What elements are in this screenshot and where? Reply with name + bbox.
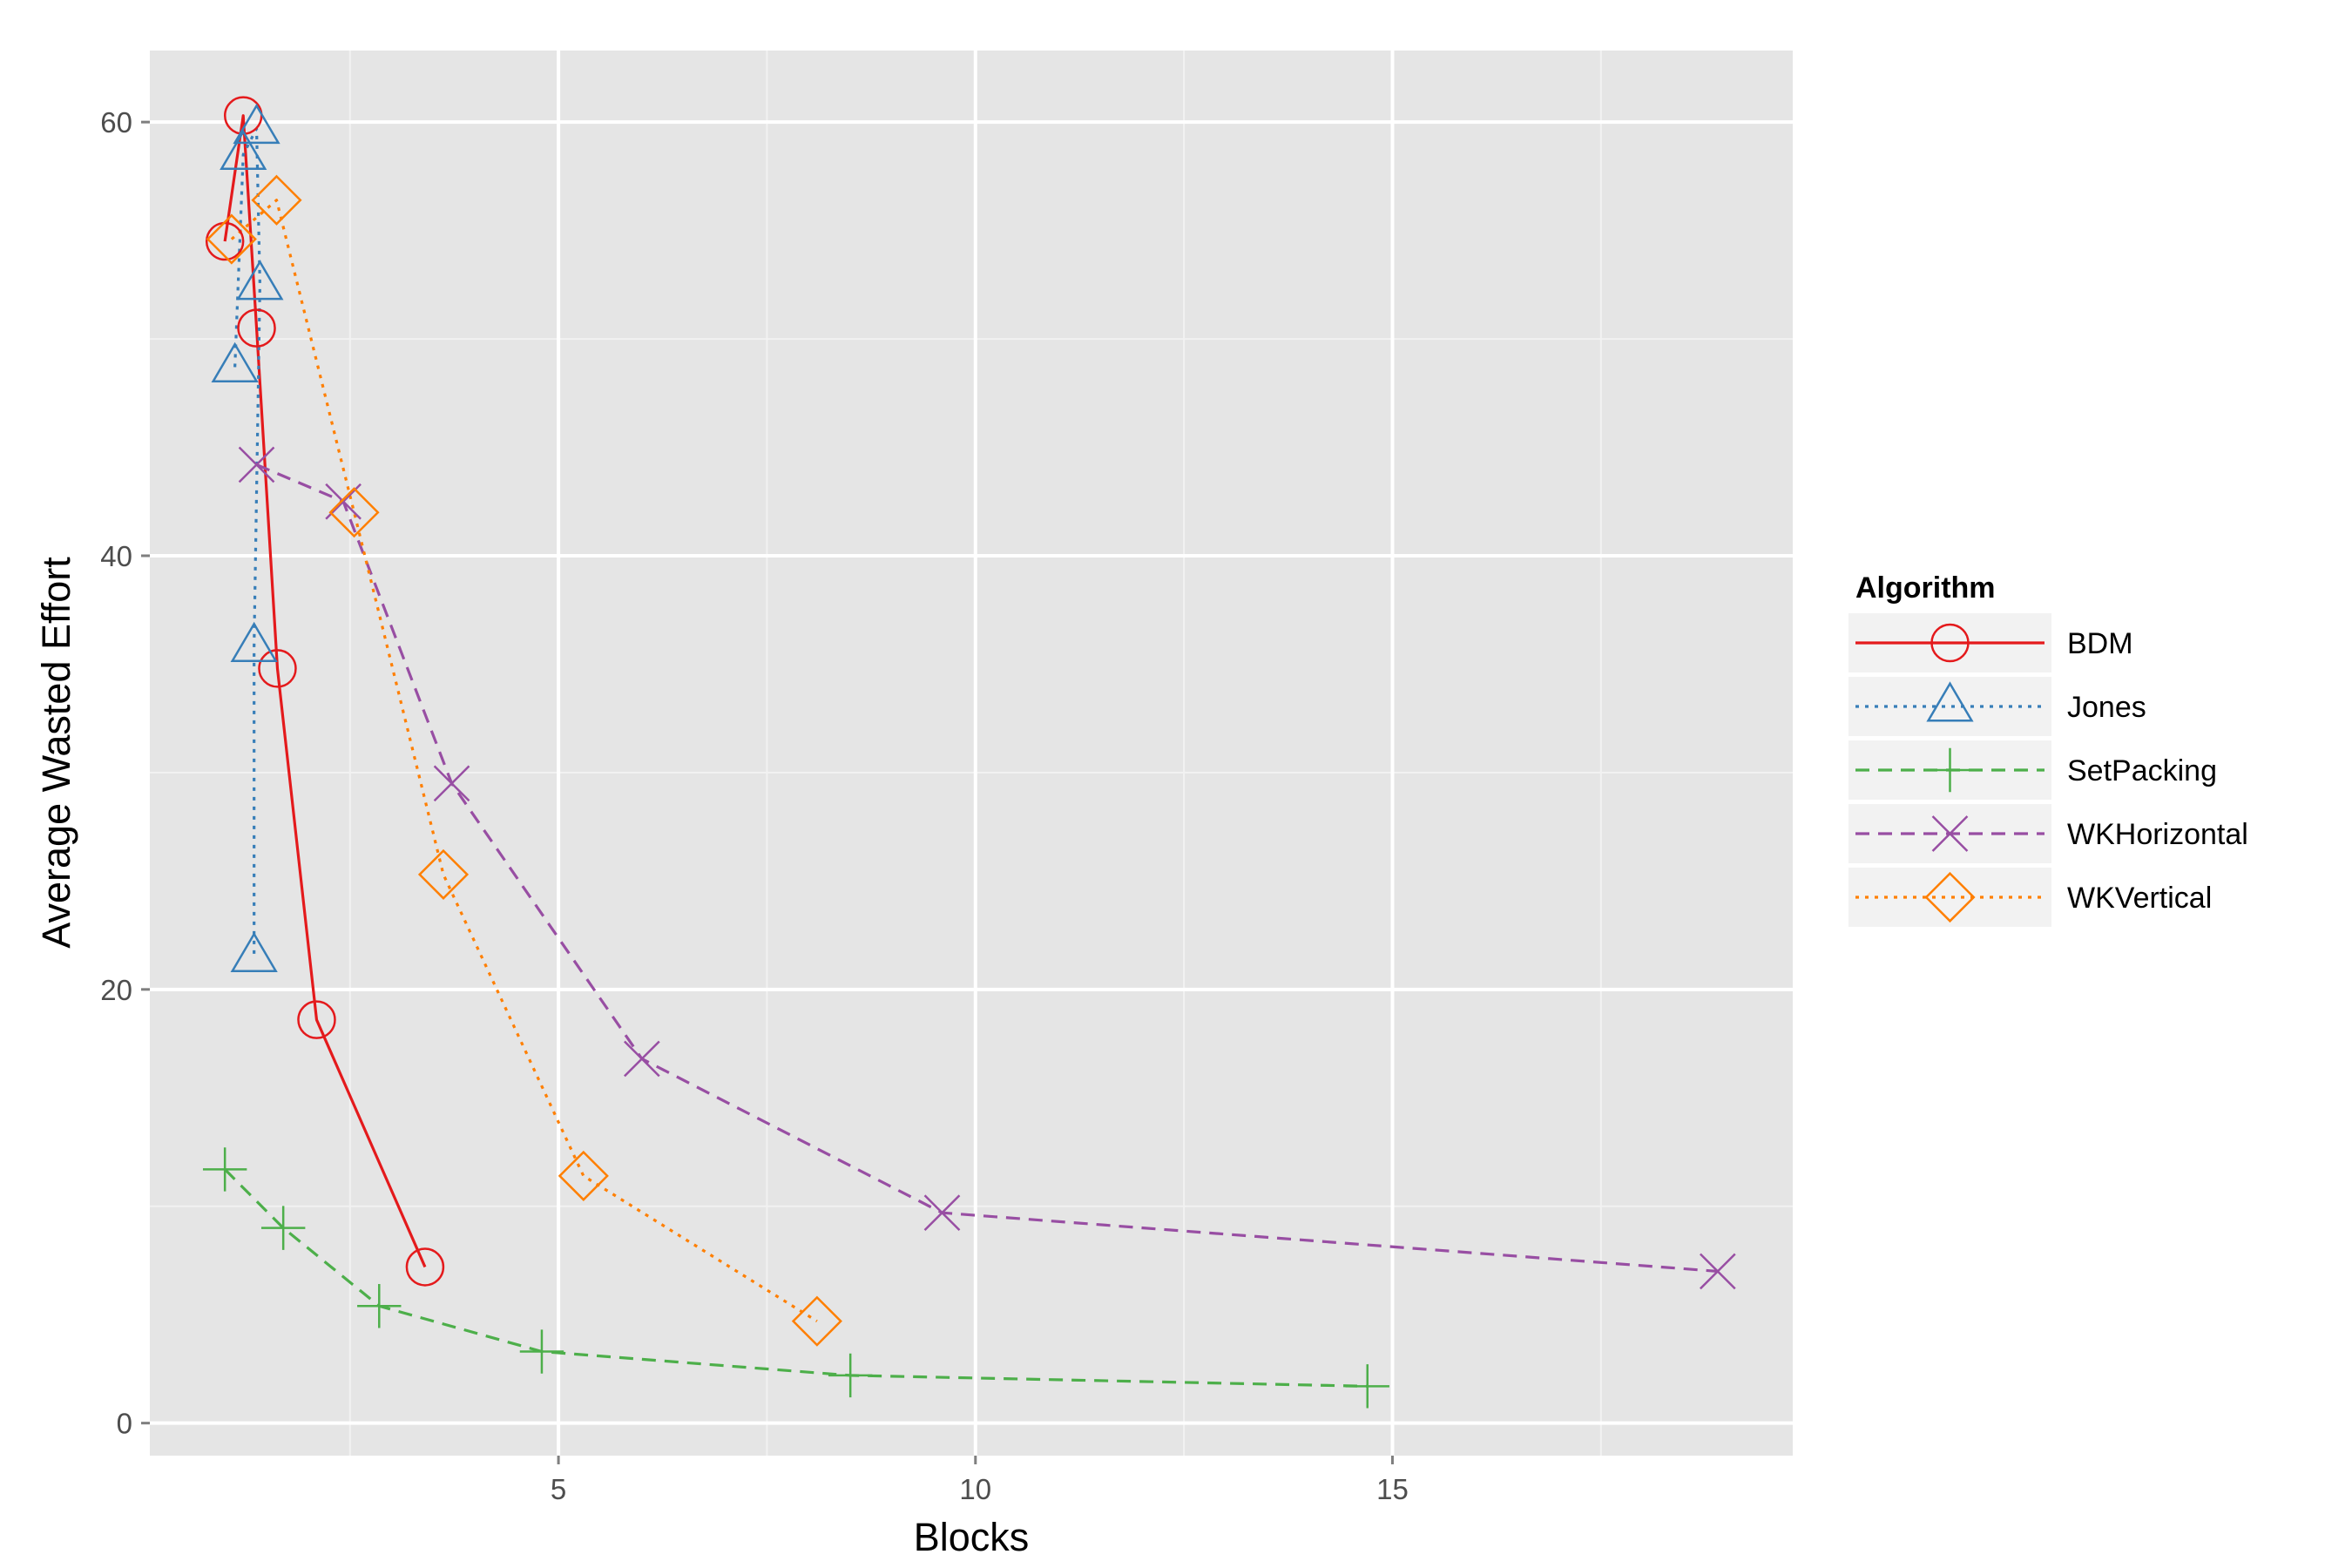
data-point-jones <box>230 931 278 973</box>
y-axis: 0 20 40 60 <box>100 106 150 1440</box>
x-axis: 5 10 15 <box>551 1456 1409 1505</box>
data-point-wkhorizontal <box>624 1040 660 1078</box>
data-point-setpacking <box>828 1353 873 1398</box>
series-line-wkvertical <box>230 199 818 1323</box>
legend-title: Algorithm <box>1855 571 1996 605</box>
data-point-setpacking <box>1345 1364 1389 1409</box>
legend-label-wkhorizontal: WKHorizontal <box>2067 818 2248 851</box>
plot-panel <box>150 51 1793 1456</box>
data-point-wkhorizontal <box>1700 1253 1736 1290</box>
series-line-setpacking <box>224 1168 1368 1388</box>
series-markers <box>202 96 1736 1409</box>
data-point-jones <box>211 341 259 382</box>
data-point-setpacking <box>519 1329 564 1374</box>
data-point-jones <box>220 129 267 171</box>
data-point-bdm <box>405 1247 445 1287</box>
y-axis-title: Average Wasted Effort <box>34 557 78 949</box>
x-axis-title: Blocks <box>914 1515 1030 1559</box>
x-tick-label: 10 <box>959 1473 991 1505</box>
y-tick-label: 60 <box>100 106 132 139</box>
legend-marker-setpacking <box>1928 747 1972 793</box>
data-point-wkhorizontal <box>238 446 275 483</box>
data-point-wkvertical <box>558 1150 609 1201</box>
data-point-wkvertical <box>206 213 257 265</box>
legend: Algorithm BDM Jones SetPacking WKHorizontal… <box>1848 571 2248 927</box>
data-point-bdm <box>237 308 276 348</box>
data-point-wkvertical <box>791 1295 842 1347</box>
legend-key-wkvertical <box>1848 868 2051 927</box>
data-point-wkvertical <box>251 174 302 226</box>
legend-marker-wkvertical <box>1924 871 1976 923</box>
data-point-jones <box>233 103 280 145</box>
legend-key-jones <box>1848 677 2051 736</box>
x-tick-label: 5 <box>551 1473 566 1505</box>
data-point-bdm <box>297 1000 336 1039</box>
y-tick-label: 40 <box>100 540 132 572</box>
legend-label-bdm: BDM <box>2067 627 2133 660</box>
data-point-wkhorizontal <box>433 765 470 802</box>
legend-marker-bdm <box>1930 623 1970 663</box>
data-point-setpacking <box>357 1284 402 1328</box>
data-point-bdm <box>258 649 297 688</box>
grid-major <box>150 51 1793 1456</box>
data-point-setpacking <box>202 1147 247 1192</box>
grid-minor <box>150 51 1793 1456</box>
data-point-jones <box>230 621 278 663</box>
legend-label-wkvertical: WKVertical <box>2067 882 2212 915</box>
y-tick-label: 0 <box>117 1408 132 1440</box>
legend-label-setpacking: SetPacking <box>2067 754 2217 787</box>
data-point-wkhorizontal <box>923 1194 961 1232</box>
data-point-wkvertical <box>417 848 470 900</box>
series-line-wkhorizontal <box>255 463 1718 1274</box>
data-point-setpacking <box>260 1206 306 1250</box>
legend-label-jones: Jones <box>2067 691 2146 724</box>
legend-marker-jones <box>1926 681 1974 722</box>
y-tick-label: 20 <box>100 974 132 1006</box>
data-point-wkvertical <box>328 487 380 538</box>
data-point-jones <box>236 260 284 301</box>
legend-marker-wkhorizontal <box>1931 815 1969 852</box>
x-tick-label: 15 <box>1376 1473 1409 1505</box>
